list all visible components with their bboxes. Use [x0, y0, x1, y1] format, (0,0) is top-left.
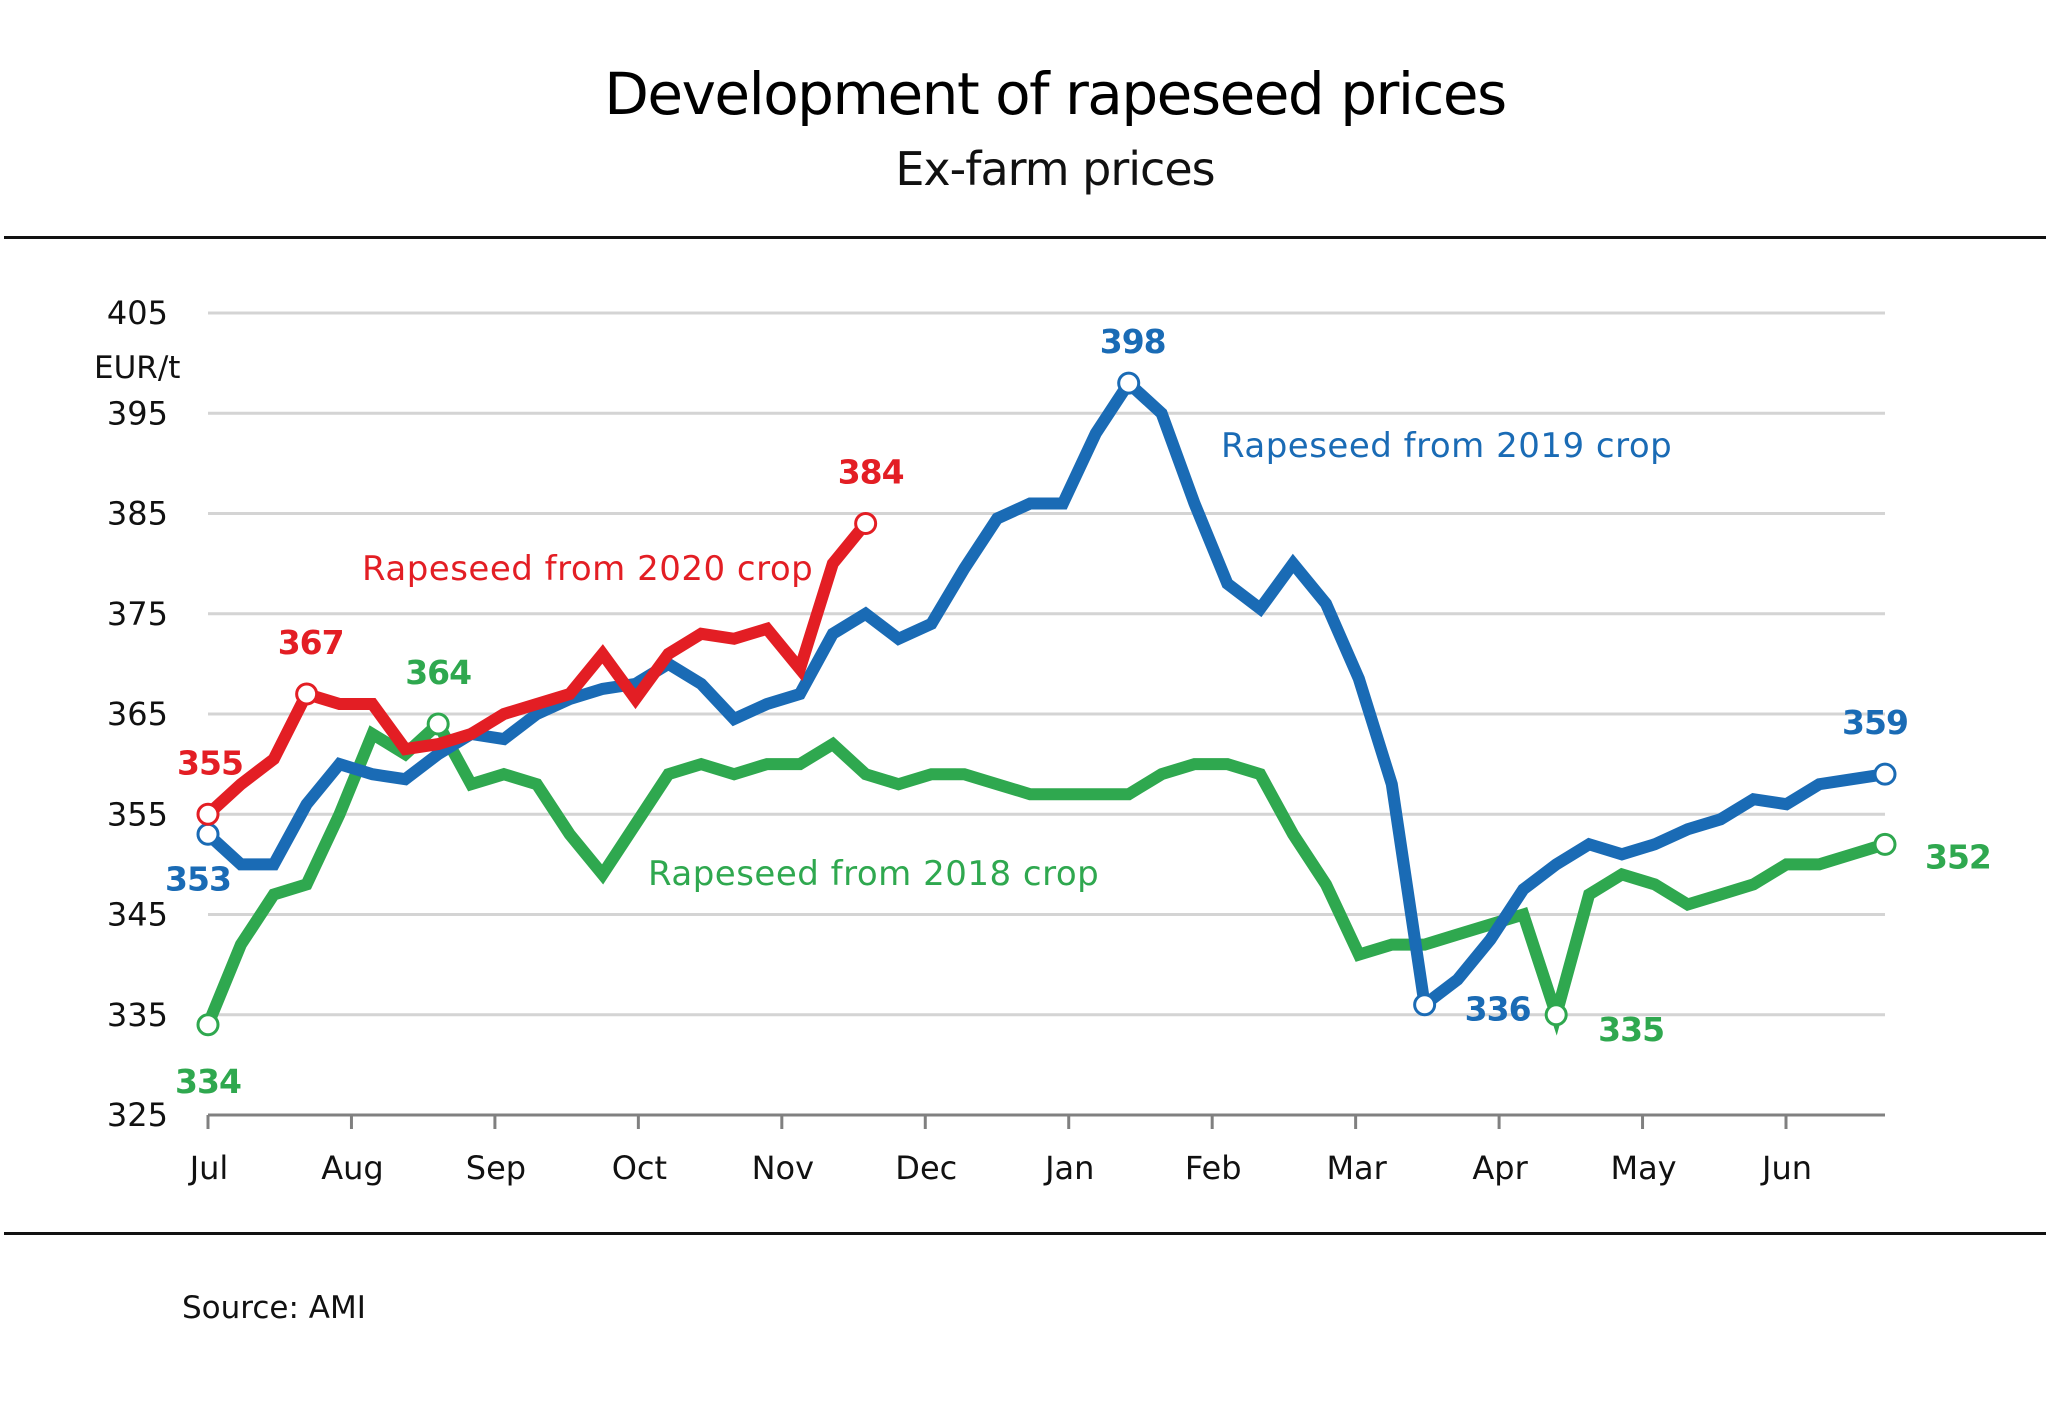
y-tick-label: 405: [107, 294, 168, 332]
series-label-rapeseed-from-2018-crop: Rapeseed from 2018 crop: [648, 854, 1099, 894]
data-label: 367: [278, 623, 344, 662]
y-tick-label: 345: [107, 896, 168, 934]
data-point-marker: [1413, 993, 1437, 1017]
data-label: 355: [177, 743, 243, 782]
data-point-marker: [1873, 832, 1897, 856]
y-tick-label: 385: [107, 495, 168, 533]
x-tick-label: Feb: [1185, 1149, 1242, 1187]
bottom-divider: [4, 1232, 2046, 1235]
series-line-rapeseed-from-2018-crop: [202, 714, 1887, 1036]
data-label: 384: [838, 453, 904, 492]
y-tick-label: 325: [107, 1096, 168, 1134]
source-note: Source: AMI: [182, 1290, 366, 1326]
data-label: 353: [165, 859, 231, 898]
data-label: 335: [1598, 1010, 1664, 1049]
y-tick-label: 375: [107, 595, 168, 633]
data-point-marker: [196, 822, 220, 846]
x-tick-label: Jun: [1760, 1149, 1812, 1187]
x-tick-label: Sep: [466, 1149, 526, 1187]
x-tick-label: Oct: [612, 1149, 667, 1187]
data-point-marker: [426, 712, 450, 736]
data-label: 364: [405, 653, 471, 692]
x-tick-label: Aug: [321, 1149, 383, 1187]
chart-title: Development of rapeseed prices: [604, 60, 1507, 128]
series-label-rapeseed-from-2020-crop: Rapeseed from 2020 crop: [362, 549, 813, 589]
data-point-marker: [196, 1013, 220, 1037]
x-tick-label: Jul: [188, 1149, 229, 1187]
x-tick-label: Nov: [752, 1149, 814, 1187]
x-tick-label: Dec: [895, 1149, 957, 1187]
y-axis: 325 335 345 355 365 375 385 395 405: [107, 294, 168, 1134]
x-axis: Jul Aug Sep Oct Nov Dec Jan Feb Mar Apr May Jun: [188, 1113, 1885, 1187]
data-point-marker: [1544, 1003, 1568, 1027]
series-labels: Rapeseed from 2018 crop Rapeseed from 201…: [362, 426, 1672, 894]
series-line-rapeseed-from-2019-crop: [203, 374, 1886, 1016]
data-point-marker: [196, 802, 220, 826]
y-tick-label: 395: [107, 394, 168, 432]
data-label: 336: [1465, 990, 1531, 1029]
x-tick-label: Jan: [1043, 1149, 1094, 1187]
data-point-marker: [854, 512, 878, 536]
x-tick-label: Apr: [1472, 1149, 1528, 1187]
chart-subtitle: Ex-farm prices: [895, 142, 1215, 196]
series-label-rapeseed-from-2019-crop: Rapeseed from 2019 crop: [1221, 426, 1672, 466]
gridlines: [208, 311, 1885, 1017]
data-annotations: 334 364 335 352 353 398 336 359 355 367 384: [165, 322, 1992, 1101]
data-point-marker: [1117, 371, 1141, 395]
data-label: 352: [1925, 837, 1991, 876]
series-lines: [202, 374, 1887, 1036]
y-tick-label: 355: [107, 795, 168, 833]
data-point-marker: [295, 682, 319, 706]
data-point-marker: [1873, 762, 1897, 786]
x-tick-label: Mar: [1326, 1149, 1387, 1187]
y-axis-unit-label: EUR/t: [94, 350, 180, 386]
data-label: 334: [175, 1062, 241, 1101]
x-tick-label: May: [1610, 1149, 1676, 1187]
top-divider: [4, 236, 2046, 239]
data-label: 398: [1100, 322, 1166, 361]
y-tick-label: 365: [107, 695, 168, 733]
data-label: 359: [1842, 703, 1908, 742]
y-tick-label: 335: [107, 996, 168, 1034]
